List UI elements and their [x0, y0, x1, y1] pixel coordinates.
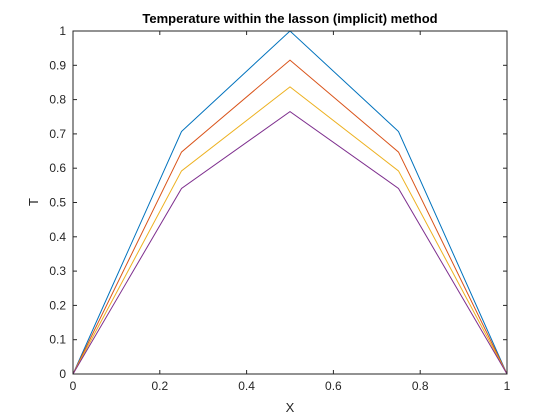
y-tick-label: 0.2: [49, 298, 66, 312]
series-line-2: [72, 59, 508, 375]
chart-title: Temperature within the lasson (implicit)…: [142, 11, 437, 26]
y-tick-label: 0.4: [49, 230, 66, 244]
y-axis: 0 0.1 0.2 0.3 0.4 0.5 0.6 0.7 0.8 0.9 1: [49, 24, 507, 381]
y-tick-label: 0: [59, 367, 66, 381]
x-tick-label: 0.6: [325, 379, 342, 393]
y-axis-label: T: [26, 198, 41, 206]
y-tick-label: 0.9: [49, 58, 66, 72]
y-tick-label: 0.1: [49, 333, 66, 347]
plot-area: [73, 31, 507, 374]
y-tick-label: 0.6: [49, 161, 66, 175]
y-tick-label: 1: [59, 24, 66, 38]
series-line-4: [72, 110, 508, 375]
y-tick-label: 0.3: [49, 264, 66, 278]
series-line-3: [72, 86, 508, 375]
x-tick-label: 0.4: [238, 379, 255, 393]
x-tick-label: 0: [70, 379, 77, 393]
x-tick-label: 0.8: [412, 379, 429, 393]
x-tick-label: 1: [504, 379, 511, 393]
y-tick-label: 0.5: [49, 196, 66, 210]
y-tick-label: 0.8: [49, 93, 66, 107]
x-tick-label: 0.2: [151, 379, 168, 393]
x-axis-label: X: [286, 400, 295, 415]
y-tick-label: 0.7: [49, 127, 66, 141]
x-axis: 0 0.2 0.4 0.6 0.8 1: [70, 31, 511, 393]
